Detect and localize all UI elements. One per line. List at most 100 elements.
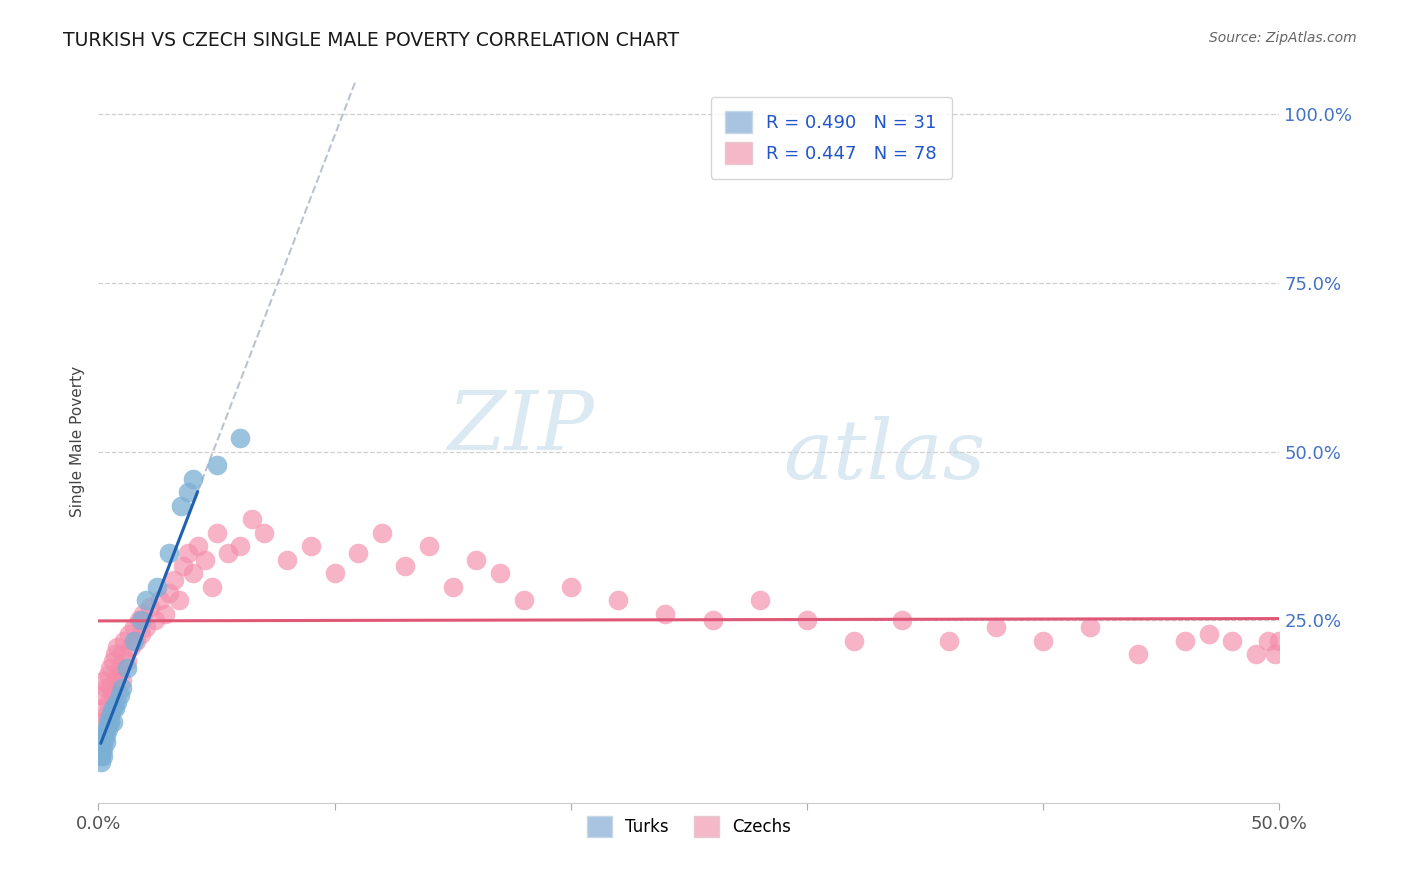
- Point: [157, 586, 180, 600]
- Point: [1220, 633, 1243, 648]
- Point: [129, 627, 152, 641]
- Point: [90, 741, 112, 756]
- Point: [489, 566, 512, 581]
- Point: [101, 701, 124, 715]
- Point: [560, 580, 582, 594]
- Point: [607, 593, 630, 607]
- Text: TURKISH VS CZECH SINGLE MALE POVERTY CORRELATION CHART: TURKISH VS CZECH SINGLE MALE POVERTY COR…: [63, 31, 679, 50]
- Point: [115, 661, 138, 675]
- Point: [844, 633, 866, 648]
- Point: [94, 681, 117, 695]
- Point: [90, 714, 112, 729]
- Point: [276, 552, 298, 566]
- Point: [135, 593, 157, 607]
- Point: [299, 539, 322, 553]
- Point: [112, 633, 135, 648]
- Point: [177, 485, 200, 500]
- Point: [94, 708, 117, 723]
- Point: [91, 674, 114, 689]
- Point: [105, 640, 128, 655]
- Point: [139, 599, 162, 614]
- Point: [122, 620, 145, 634]
- Point: [94, 735, 117, 749]
- Point: [118, 627, 141, 641]
- Point: [1244, 647, 1267, 661]
- Point: [97, 667, 120, 681]
- Point: [97, 714, 120, 729]
- Point: [111, 681, 134, 695]
- Point: [125, 633, 148, 648]
- Point: [91, 735, 114, 749]
- Point: [98, 661, 121, 675]
- Point: [94, 728, 117, 742]
- Point: [170, 499, 193, 513]
- Text: ZIP: ZIP: [447, 387, 595, 467]
- Point: [91, 748, 114, 763]
- Point: [90, 688, 112, 702]
- Point: [1198, 627, 1220, 641]
- Point: [1080, 620, 1102, 634]
- Point: [205, 458, 228, 472]
- Point: [201, 580, 224, 594]
- Point: [128, 614, 150, 628]
- Point: [98, 681, 121, 695]
- Point: [153, 607, 176, 621]
- Point: [97, 694, 120, 708]
- Text: Source: ZipAtlas.com: Source: ZipAtlas.com: [1209, 31, 1357, 45]
- Point: [938, 633, 960, 648]
- Point: [984, 620, 1007, 634]
- Point: [187, 539, 209, 553]
- Point: [98, 714, 121, 729]
- Point: [702, 614, 724, 628]
- Point: [90, 748, 112, 763]
- Point: [418, 539, 440, 553]
- Point: [122, 633, 145, 648]
- Point: [1032, 633, 1054, 648]
- Point: [115, 654, 138, 668]
- Point: [121, 640, 143, 655]
- Point: [441, 580, 464, 594]
- Point: [146, 580, 169, 594]
- Point: [98, 708, 121, 723]
- Point: [1268, 633, 1291, 648]
- Point: [129, 614, 152, 628]
- Point: [253, 525, 276, 540]
- Point: [205, 525, 228, 540]
- Point: [101, 714, 124, 729]
- Point: [323, 566, 346, 581]
- Point: [371, 525, 394, 540]
- Point: [108, 688, 131, 702]
- Point: [90, 756, 112, 770]
- Y-axis label: Single Male Poverty: Single Male Poverty: [69, 366, 84, 517]
- Point: [157, 546, 180, 560]
- Point: [111, 647, 134, 661]
- Point: [465, 552, 488, 566]
- Point: [149, 593, 172, 607]
- Point: [1257, 633, 1279, 648]
- Point: [104, 674, 127, 689]
- Point: [143, 614, 166, 628]
- Point: [105, 667, 128, 681]
- Point: [229, 431, 252, 445]
- Point: [104, 701, 127, 715]
- Point: [91, 741, 114, 756]
- Point: [394, 559, 416, 574]
- Point: [194, 552, 217, 566]
- Point: [167, 593, 190, 607]
- Point: [796, 614, 818, 628]
- Point: [172, 559, 194, 574]
- Legend: Turks, Czechs: Turks, Czechs: [578, 808, 800, 845]
- Point: [132, 607, 155, 621]
- Text: atlas: atlas: [783, 416, 986, 496]
- Point: [94, 722, 117, 736]
- Point: [105, 694, 128, 708]
- Point: [748, 593, 770, 607]
- Point: [163, 573, 186, 587]
- Point: [654, 607, 676, 621]
- Point: [1126, 647, 1149, 661]
- Point: [1174, 633, 1197, 648]
- Point: [347, 546, 370, 560]
- Point: [101, 688, 124, 702]
- Point: [217, 546, 239, 560]
- Point: [104, 647, 127, 661]
